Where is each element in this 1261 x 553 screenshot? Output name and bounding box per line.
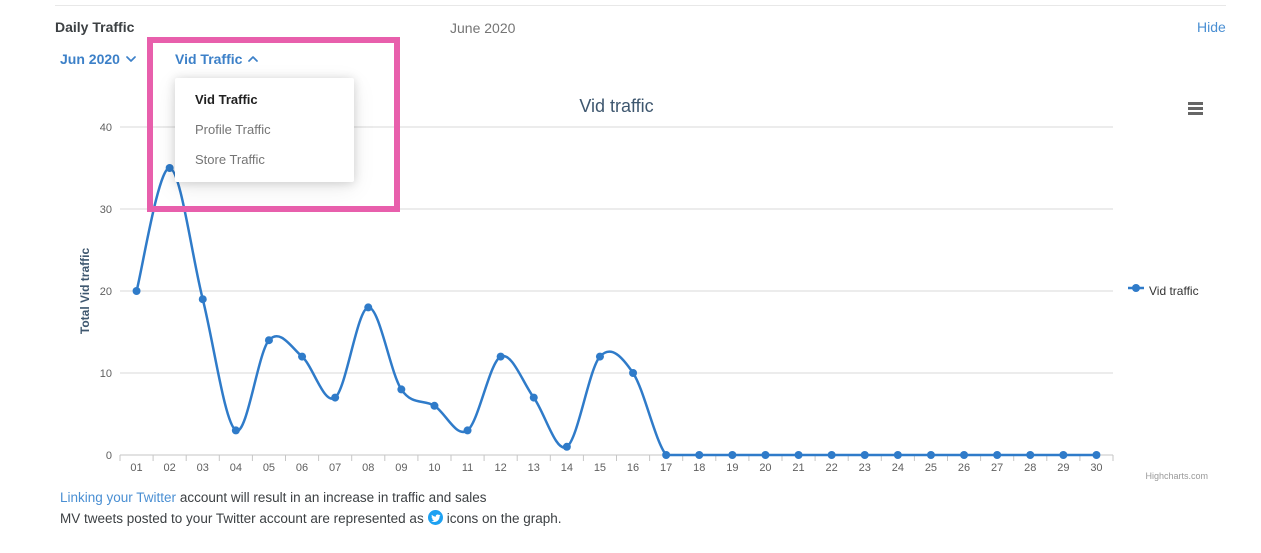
- dropdown-item-store-traffic[interactable]: Store Traffic: [195, 152, 265, 167]
- month-selector[interactable]: Jun 2020: [60, 51, 136, 67]
- svg-text:12: 12: [495, 462, 507, 474]
- section-title: Daily Traffic: [55, 19, 135, 35]
- dropdown-item-vid-traffic[interactable]: Vid Traffic: [195, 92, 258, 107]
- svg-text:03: 03: [197, 462, 209, 474]
- highcharts-credits-link[interactable]: Highcharts.com: [1145, 471, 1208, 481]
- footer-note: Linking your Twitter account will result…: [60, 487, 562, 529]
- y-axis-title: Total Vid traffic: [78, 247, 92, 335]
- metric-dropdown: Vid Traffic Profile Traffic Store Traffic: [175, 78, 354, 182]
- svg-text:27: 27: [991, 462, 1003, 474]
- footer-line2-before: MV tweets posted to your Twitter account…: [60, 511, 424, 526]
- footer-line1-text: account will result in an increase in tr…: [176, 490, 487, 505]
- chart-title: Vid traffic: [579, 96, 654, 116]
- svg-text:20: 20: [100, 286, 112, 298]
- svg-text:29: 29: [1057, 462, 1069, 474]
- top-divider: [55, 5, 1226, 6]
- svg-text:13: 13: [528, 462, 540, 474]
- svg-text:04: 04: [230, 462, 242, 474]
- svg-text:25: 25: [925, 462, 937, 474]
- svg-text:02: 02: [164, 462, 176, 474]
- footer-line-1: Linking your Twitter account will result…: [60, 487, 562, 508]
- svg-text:18: 18: [693, 462, 705, 474]
- svg-text:15: 15: [594, 462, 606, 474]
- twitter-icon: [427, 510, 443, 525]
- svg-text:21: 21: [792, 462, 804, 474]
- twitter-link[interactable]: Linking your Twitter: [60, 490, 177, 505]
- svg-text:08: 08: [362, 462, 374, 474]
- svg-text:30: 30: [100, 204, 112, 216]
- svg-text:28: 28: [1024, 462, 1036, 474]
- period-label: June 2020: [450, 20, 516, 36]
- dropdown-item-profile-traffic[interactable]: Profile Traffic: [195, 122, 271, 137]
- svg-text:10: 10: [428, 462, 440, 474]
- footer-line2-after: icons on the graph.: [446, 511, 562, 526]
- svg-text:09: 09: [395, 462, 407, 474]
- svg-text:23: 23: [859, 462, 871, 474]
- chevron-down-icon: [126, 56, 136, 62]
- svg-text:06: 06: [296, 462, 308, 474]
- svg-text:24: 24: [892, 462, 904, 474]
- month-selector-label: Jun 2020: [60, 51, 120, 67]
- svg-text:22: 22: [826, 462, 838, 474]
- legend-label: Vid traffic: [1149, 283, 1199, 298]
- footer-line-2: MV tweets posted to your Twitter account…: [60, 508, 562, 529]
- chevron-up-icon: [248, 56, 259, 62]
- hide-link[interactable]: Hide: [1197, 19, 1226, 35]
- svg-text:40: 40: [100, 122, 112, 134]
- metric-selector-label: Vid Traffic: [175, 51, 243, 67]
- svg-text:16: 16: [627, 462, 639, 474]
- svg-text:05: 05: [263, 462, 275, 474]
- svg-text:14: 14: [561, 462, 573, 474]
- svg-text:20: 20: [759, 462, 771, 474]
- svg-text:0: 0: [106, 450, 112, 462]
- svg-text:01: 01: [130, 462, 142, 474]
- svg-text:17: 17: [660, 462, 672, 474]
- legend-line-marker-icon: [1128, 280, 1144, 301]
- svg-text:11: 11: [462, 462, 473, 474]
- svg-text:19: 19: [726, 462, 738, 474]
- legend-item-vid-traffic[interactable]: Vid traffic: [1128, 280, 1199, 301]
- svg-text:07: 07: [329, 462, 341, 474]
- svg-text:30: 30: [1090, 462, 1102, 474]
- metric-selector[interactable]: Vid Traffic: [175, 51, 259, 67]
- svg-text:26: 26: [958, 462, 970, 474]
- svg-text:10: 10: [100, 368, 112, 380]
- hamburger-menu-icon[interactable]: [1188, 100, 1205, 117]
